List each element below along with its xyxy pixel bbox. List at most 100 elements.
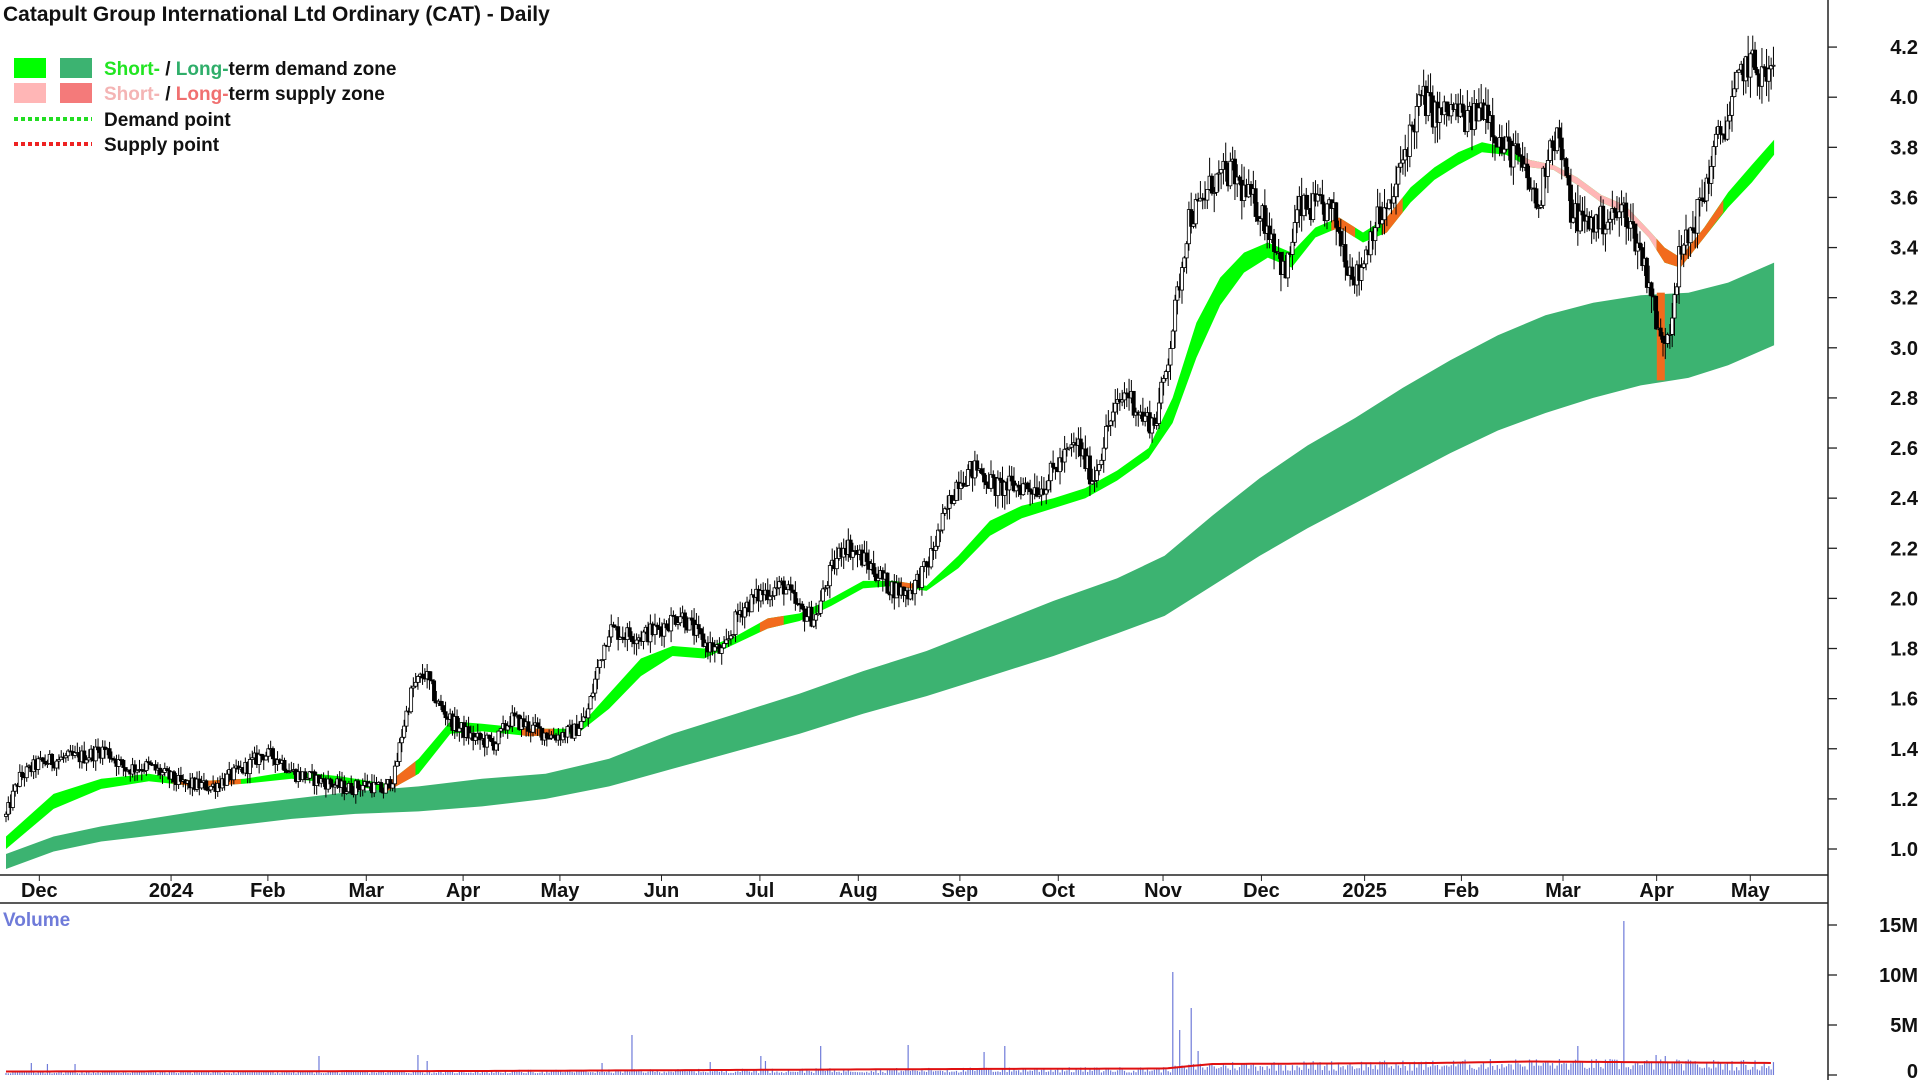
candle	[936, 523, 941, 550]
candle	[1727, 101, 1732, 130]
candle	[287, 763, 292, 774]
candle	[1504, 122, 1509, 152]
candle-body	[1212, 192, 1217, 194]
candle-body	[489, 738, 494, 743]
candle-body	[961, 482, 966, 487]
candle-body	[1090, 480, 1095, 485]
candle-body	[1048, 462, 1053, 482]
candle-body	[146, 761, 151, 764]
candle	[56, 754, 61, 770]
candle-body	[1014, 484, 1019, 492]
candle	[1637, 231, 1642, 251]
candle	[1681, 243, 1686, 268]
candle-body	[1762, 66, 1767, 69]
candle	[804, 606, 809, 622]
candle-body	[1612, 208, 1617, 213]
candle	[1541, 165, 1546, 210]
candle	[816, 605, 821, 616]
candle-body	[45, 763, 50, 765]
candle-body	[1504, 136, 1509, 150]
candle-body	[1101, 447, 1106, 461]
candle	[669, 607, 674, 643]
candle	[1311, 181, 1316, 223]
candle-body	[811, 619, 816, 627]
candle-body	[498, 728, 503, 732]
candle	[1539, 200, 1544, 210]
candle-body	[1131, 390, 1136, 416]
candle-body	[1515, 143, 1520, 156]
candle	[494, 741, 499, 756]
candle	[802, 605, 807, 632]
candle-body	[1021, 483, 1026, 496]
candle	[411, 677, 416, 698]
candle	[1660, 332, 1665, 357]
candle-body	[1391, 196, 1396, 204]
candle	[206, 786, 211, 795]
candle-body	[673, 616, 678, 625]
candle	[379, 778, 384, 793]
candle	[13, 783, 18, 797]
candle-body	[1104, 425, 1109, 449]
candle-body	[1426, 92, 1431, 117]
candle	[1067, 446, 1072, 451]
candle-body	[342, 780, 347, 794]
candle	[484, 732, 489, 756]
candle-body	[395, 761, 400, 767]
candle	[305, 777, 310, 780]
candle	[1559, 122, 1564, 180]
candle	[1173, 294, 1178, 349]
candle	[606, 629, 611, 652]
candle-body	[1670, 317, 1675, 335]
candle	[1219, 169, 1224, 190]
candle-body	[1571, 217, 1576, 223]
candle-body	[1058, 457, 1063, 473]
candle-body	[1272, 233, 1277, 252]
candle-body	[1025, 482, 1030, 490]
candle-body	[344, 791, 349, 794]
candle-body	[1051, 462, 1056, 468]
candle	[1396, 163, 1401, 198]
candle	[818, 590, 823, 617]
candle	[1608, 211, 1613, 235]
candle-body	[1396, 166, 1401, 185]
candle-body	[768, 595, 773, 601]
candle	[1262, 189, 1267, 241]
candle	[1170, 329, 1175, 349]
legend-swatch-short-supply	[14, 83, 46, 103]
candle	[512, 707, 517, 727]
candle-body	[116, 759, 121, 767]
candle	[609, 614, 614, 643]
candle-body	[349, 782, 354, 794]
candle	[825, 581, 830, 596]
candle	[1437, 91, 1442, 140]
time-tick-label: Apr	[1639, 880, 1674, 902]
candle-body	[328, 778, 333, 785]
candle	[1624, 192, 1629, 245]
candle-body	[641, 631, 646, 642]
candle	[1617, 197, 1622, 237]
candle	[1536, 203, 1541, 218]
candle-body	[1315, 194, 1320, 202]
candle	[259, 753, 264, 763]
candle-body	[1338, 231, 1343, 247]
candle	[814, 602, 819, 630]
candle	[671, 610, 676, 617]
candle	[342, 775, 347, 801]
candle-body	[834, 558, 839, 570]
legend-supply-point: Supply point	[104, 135, 220, 156]
time-tick-label: 2025	[1342, 880, 1387, 902]
candle-body	[1382, 207, 1387, 221]
candle	[1338, 218, 1343, 257]
candle-body	[1414, 106, 1419, 133]
candle	[1766, 55, 1771, 102]
candle	[1205, 188, 1210, 209]
candle-body	[1267, 225, 1272, 240]
candle	[694, 613, 699, 643]
candle	[270, 746, 275, 766]
candle	[510, 705, 515, 732]
candle-body	[208, 785, 213, 791]
candle-body	[1640, 247, 1645, 267]
candle	[1417, 84, 1422, 116]
